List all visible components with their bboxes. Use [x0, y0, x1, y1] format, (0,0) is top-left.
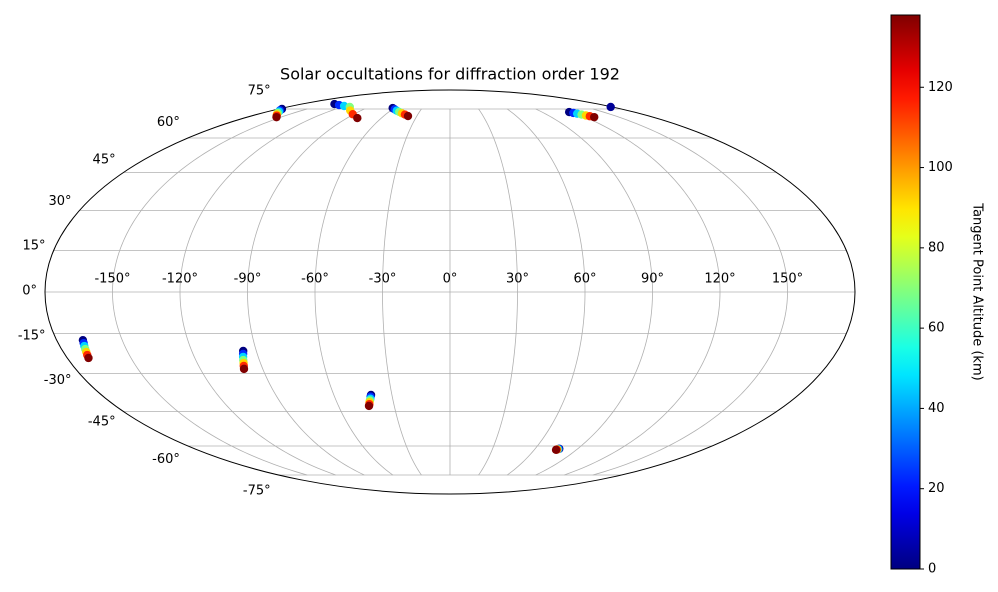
grid-line [382, 108, 422, 476]
grid-line [535, 108, 653, 476]
y-tick-label: 15° [23, 238, 46, 253]
colorbar [890, 14, 921, 570]
grid-line [112, 108, 308, 476]
grid-line [592, 108, 788, 476]
grid-line [314, 108, 394, 476]
grid-line [247, 108, 365, 476]
point [403, 111, 413, 121]
x-tick-label: -90° [234, 272, 262, 287]
x-tick-label: 30° [506, 272, 529, 287]
grid-line [564, 108, 721, 476]
colorbar-label: Tangent Point Altitude (km) [970, 202, 985, 380]
y-tick-label: -30° [44, 373, 72, 388]
colorbar-tick-label: 60 [928, 321, 945, 336]
grid-line [478, 108, 518, 476]
y-tick-label: 30° [48, 194, 71, 209]
x-tick-label: 120° [704, 272, 735, 287]
y-tick-label: 75° [248, 83, 271, 98]
colorbar-tick-label: 20 [928, 481, 945, 496]
point [239, 364, 249, 374]
y-tick-label: -15° [18, 329, 46, 344]
chart-title: Solar occultations for diffraction order… [280, 65, 620, 84]
point [84, 353, 93, 363]
point [590, 112, 599, 122]
point [353, 113, 362, 123]
colorbar-tick-label: 0 [928, 562, 936, 577]
x-tick-label: 60° [573, 272, 596, 287]
y-tick-label: 45° [93, 153, 116, 168]
point [272, 112, 281, 122]
x-tick-label: 90° [641, 272, 664, 287]
y-tick-label: -75° [243, 484, 271, 499]
y-tick-label: 0° [22, 284, 37, 299]
point [364, 401, 374, 411]
grid-line [179, 108, 336, 476]
x-tick-label: -30° [369, 272, 397, 287]
x-tick-label: -150° [94, 272, 130, 287]
y-tick-label: -45° [88, 414, 116, 429]
y-tick-label: -60° [152, 452, 180, 467]
grid-line [506, 108, 586, 476]
point [551, 445, 561, 455]
colorbar-tick-label: 100 [928, 160, 953, 175]
map-boundary [44, 89, 856, 495]
y-tick-label: 60° [157, 115, 180, 130]
colorbar-tick-label: 80 [928, 240, 945, 255]
colorbar-tick-label: 40 [928, 401, 945, 416]
colorbar-tick-label: 120 [928, 80, 953, 95]
grid [45, 108, 855, 476]
x-tick-label: 150° [772, 272, 803, 287]
x-tick-label: -120° [162, 272, 198, 287]
x-tick-label: 0° [443, 272, 458, 287]
point [606, 102, 615, 112]
x-tick-label: -60° [301, 272, 329, 287]
